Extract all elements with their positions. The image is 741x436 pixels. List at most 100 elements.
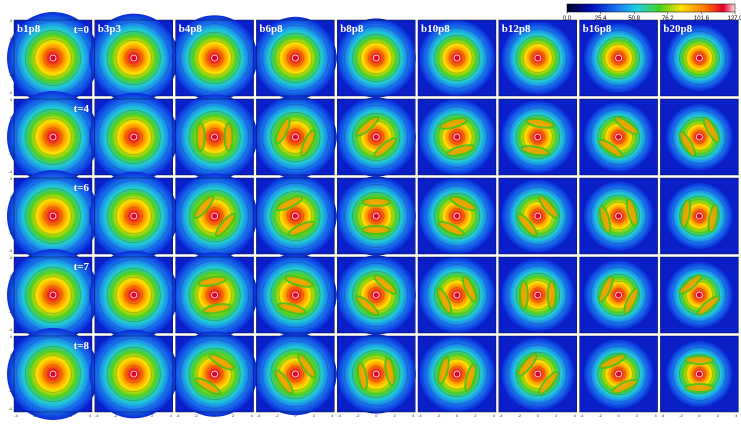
y-tick-label: 0 xyxy=(10,212,13,217)
spiral-arm xyxy=(678,273,703,295)
y-tick-label: 4 xyxy=(10,176,13,181)
contour xyxy=(344,26,409,90)
panel-frame xyxy=(498,98,577,176)
y-tick-label: 2 xyxy=(10,36,13,41)
contour xyxy=(107,347,161,401)
spiral-arm xyxy=(598,353,627,370)
spiral-arm xyxy=(538,194,560,220)
panel-frame xyxy=(175,335,254,413)
panel-frame xyxy=(579,335,658,413)
contour xyxy=(34,276,72,314)
contour xyxy=(205,49,224,67)
core xyxy=(372,291,380,299)
core xyxy=(615,212,622,220)
core xyxy=(49,370,57,378)
spiral-arm xyxy=(613,115,640,136)
y-tick-label: -4 xyxy=(8,248,12,253)
spiral-arm xyxy=(384,356,396,387)
panel-frame xyxy=(660,256,739,334)
contour xyxy=(188,111,241,163)
panel-frame xyxy=(337,335,416,413)
contour xyxy=(515,194,560,238)
contour xyxy=(205,365,224,383)
contour xyxy=(25,109,81,165)
spiral-arm xyxy=(525,117,556,129)
contour xyxy=(611,208,626,224)
spiral-arm xyxy=(684,383,715,393)
row-label: t=7 xyxy=(74,261,90,273)
x-tick-label: 4 xyxy=(170,413,173,418)
contour xyxy=(685,44,713,72)
spiral-arm xyxy=(277,302,307,315)
contour xyxy=(115,198,152,234)
panel-frame xyxy=(337,98,416,176)
contour xyxy=(597,36,640,80)
contour xyxy=(611,50,626,66)
x-tick-label: 0 xyxy=(375,413,378,418)
spiral-arm xyxy=(361,197,392,207)
colorbar-tick-label: 25.4 xyxy=(595,16,607,22)
panel-frame xyxy=(417,19,497,97)
contour xyxy=(124,48,143,68)
contour xyxy=(270,191,321,241)
contour xyxy=(434,35,480,81)
x-tick-label: -2 xyxy=(275,413,279,418)
x-tick-label: -2 xyxy=(114,413,118,418)
contour xyxy=(515,115,560,159)
x-tick-label: -4 xyxy=(14,413,18,418)
core xyxy=(49,133,57,141)
spiral-arm xyxy=(300,129,317,157)
contour xyxy=(590,109,647,165)
y-tick-label: 4 xyxy=(10,18,13,23)
panel-frame xyxy=(417,335,497,413)
contour xyxy=(368,128,385,146)
y-tick-label: 2 xyxy=(10,273,13,278)
contour xyxy=(692,288,707,302)
core xyxy=(49,212,57,220)
x-tick-label: 4 xyxy=(654,413,657,418)
contour xyxy=(449,208,465,224)
contour xyxy=(188,32,241,84)
y-tick-label: -4 xyxy=(8,406,12,411)
contour xyxy=(679,353,720,395)
contour xyxy=(352,350,401,398)
contour xyxy=(530,129,546,145)
contour xyxy=(672,189,727,243)
contour xyxy=(107,268,161,322)
contour xyxy=(449,366,465,382)
contour xyxy=(590,346,647,402)
y-tick-label: -4 xyxy=(8,90,12,95)
x-tick-label: -2 xyxy=(518,413,522,418)
x-tick-label: 2 xyxy=(70,413,73,418)
x-tick-label: -2 xyxy=(437,413,441,418)
core xyxy=(696,212,703,220)
contour xyxy=(262,182,329,250)
y-tick-label: 2 xyxy=(10,352,13,357)
contour xyxy=(434,193,480,239)
contour xyxy=(262,103,329,171)
panel-frame xyxy=(660,177,739,255)
colorbar-tick-label: 50.8 xyxy=(628,16,640,22)
core xyxy=(130,54,138,62)
contour xyxy=(25,267,81,323)
contour xyxy=(530,366,546,382)
x-tick-label: -4 xyxy=(580,413,584,418)
contour xyxy=(25,188,81,244)
x-tick-label: 0 xyxy=(456,413,459,418)
contour xyxy=(34,39,72,77)
contour xyxy=(597,273,640,317)
core xyxy=(291,370,299,378)
column-label: b10p8 xyxy=(421,23,450,35)
x-tick-label: -4 xyxy=(418,413,422,418)
core xyxy=(291,291,299,299)
column-label: b4p8 xyxy=(179,23,203,35)
row-label: t=4 xyxy=(74,103,90,115)
contour xyxy=(679,37,720,79)
panel-frame xyxy=(498,335,577,413)
colorbar xyxy=(566,3,736,13)
contour xyxy=(368,286,385,304)
contour xyxy=(205,286,224,304)
panel-frame xyxy=(337,177,416,255)
spiral-arm xyxy=(274,117,291,145)
